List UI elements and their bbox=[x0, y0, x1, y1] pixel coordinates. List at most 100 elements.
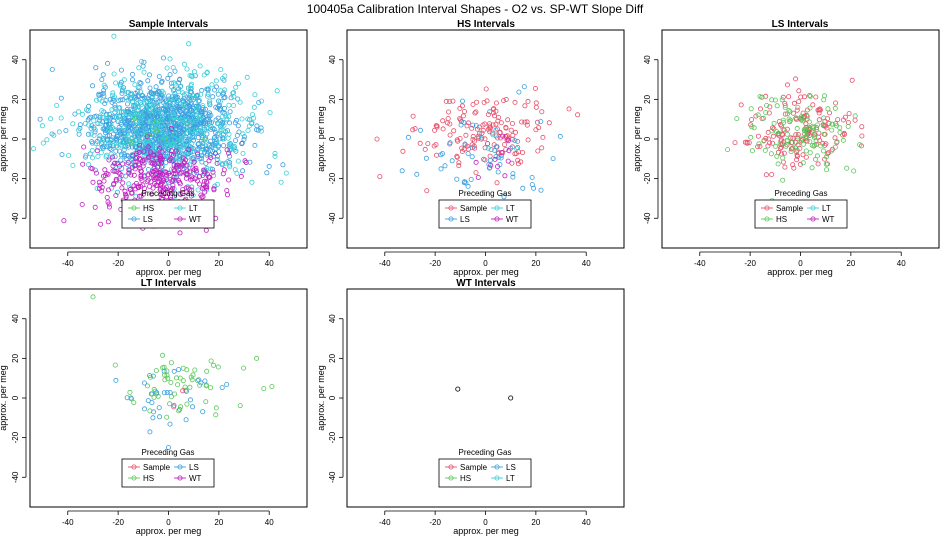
point-ls bbox=[164, 390, 170, 396]
point-wt bbox=[170, 185, 176, 191]
point-sample bbox=[509, 121, 515, 127]
point-hs bbox=[851, 168, 857, 174]
point-lt bbox=[99, 108, 105, 114]
y-tick-label: -40 bbox=[328, 471, 337, 483]
point-sample bbox=[377, 174, 383, 180]
point-ls bbox=[183, 417, 189, 423]
point-sample bbox=[425, 141, 431, 147]
x-tick-label: 0 bbox=[483, 518, 488, 527]
point-hs bbox=[761, 115, 767, 121]
point-hs bbox=[162, 377, 168, 383]
point-single bbox=[508, 395, 514, 401]
point-ls bbox=[157, 414, 163, 420]
point-lt bbox=[246, 123, 252, 129]
point-hs bbox=[152, 388, 158, 394]
point-lt bbox=[136, 65, 142, 71]
point-hs bbox=[187, 384, 193, 390]
point-wt bbox=[166, 158, 172, 164]
point-ls bbox=[148, 391, 154, 397]
point-hs bbox=[779, 97, 785, 103]
point-lt bbox=[109, 107, 115, 113]
y-tick-label: -40 bbox=[643, 212, 652, 224]
point-hs bbox=[90, 294, 96, 300]
point-lt bbox=[76, 127, 82, 133]
point-ls bbox=[93, 65, 99, 71]
point-lt bbox=[128, 90, 134, 96]
point-wt bbox=[212, 150, 218, 156]
legend: Preceding Gas Sample LT HS WT bbox=[754, 189, 848, 229]
point-hs bbox=[131, 400, 137, 406]
point-ls bbox=[129, 71, 135, 77]
legend-label-wt: WT bbox=[822, 215, 835, 224]
point-sample bbox=[749, 117, 755, 123]
point-lt bbox=[214, 121, 220, 127]
point-wt bbox=[499, 149, 505, 155]
point-hs bbox=[829, 148, 835, 154]
point-sample bbox=[789, 146, 795, 152]
legend: Preceding Gas HS LT LS WT bbox=[121, 189, 215, 229]
point-lt bbox=[206, 100, 212, 106]
point-lt bbox=[194, 147, 200, 153]
point-lt bbox=[162, 120, 168, 126]
point-sample bbox=[732, 140, 738, 146]
point-sample bbox=[770, 140, 776, 146]
point-wt bbox=[158, 180, 164, 186]
point-wt bbox=[500, 133, 506, 139]
point-wt bbox=[242, 158, 248, 164]
point-wt bbox=[144, 134, 150, 140]
point-hs bbox=[811, 134, 817, 140]
point-sample bbox=[540, 134, 546, 140]
point-sample bbox=[816, 130, 822, 136]
point-lt bbox=[88, 131, 94, 137]
point-hs bbox=[801, 128, 807, 134]
point-lt bbox=[140, 112, 146, 118]
point-lt bbox=[137, 140, 143, 146]
point-lt bbox=[84, 107, 90, 113]
legend: Preceding Gas Sample LS HS LT bbox=[438, 448, 532, 488]
point-wt bbox=[224, 187, 230, 193]
point-ls bbox=[531, 185, 537, 191]
point-ls bbox=[130, 121, 136, 127]
point-wt bbox=[169, 190, 175, 196]
point-lt bbox=[110, 90, 116, 96]
point-wt bbox=[488, 162, 494, 168]
point-sample bbox=[491, 113, 497, 119]
point-hs bbox=[184, 120, 190, 126]
point-ls bbox=[487, 165, 493, 171]
point-wt bbox=[102, 167, 108, 173]
point-sample bbox=[849, 77, 855, 83]
point-ls bbox=[211, 135, 217, 141]
point-wt bbox=[135, 185, 141, 191]
point-sample bbox=[539, 109, 545, 115]
point-hs bbox=[190, 372, 196, 378]
point-ls bbox=[149, 114, 155, 120]
point-lt bbox=[490, 132, 496, 138]
point-lt bbox=[178, 117, 184, 123]
y-tick-label: 40 bbox=[328, 314, 337, 323]
point-lt bbox=[221, 136, 227, 142]
point-sample bbox=[447, 121, 453, 127]
legend-label-sample: Sample bbox=[776, 204, 804, 213]
point-ls bbox=[417, 127, 423, 133]
point-hs bbox=[772, 97, 778, 103]
point-hs bbox=[153, 368, 159, 374]
point-lt bbox=[179, 136, 185, 142]
y-tick-label: -40 bbox=[328, 212, 337, 224]
point-ls bbox=[212, 129, 218, 135]
point-lt bbox=[213, 145, 219, 151]
point-wt bbox=[141, 173, 147, 179]
point-wt bbox=[151, 166, 157, 172]
point-lt bbox=[224, 116, 230, 122]
point-lt bbox=[225, 135, 231, 141]
point-lt bbox=[111, 71, 117, 77]
point-wt bbox=[98, 221, 104, 227]
point-sample bbox=[471, 138, 477, 144]
x-tick-label: -20 bbox=[112, 518, 124, 527]
point-lt bbox=[186, 162, 192, 168]
point-hs bbox=[774, 103, 780, 109]
point-lt bbox=[89, 147, 95, 153]
point-wt bbox=[140, 191, 146, 197]
point-ls bbox=[140, 93, 146, 99]
point-ls bbox=[254, 123, 260, 129]
point-ls bbox=[512, 138, 518, 144]
